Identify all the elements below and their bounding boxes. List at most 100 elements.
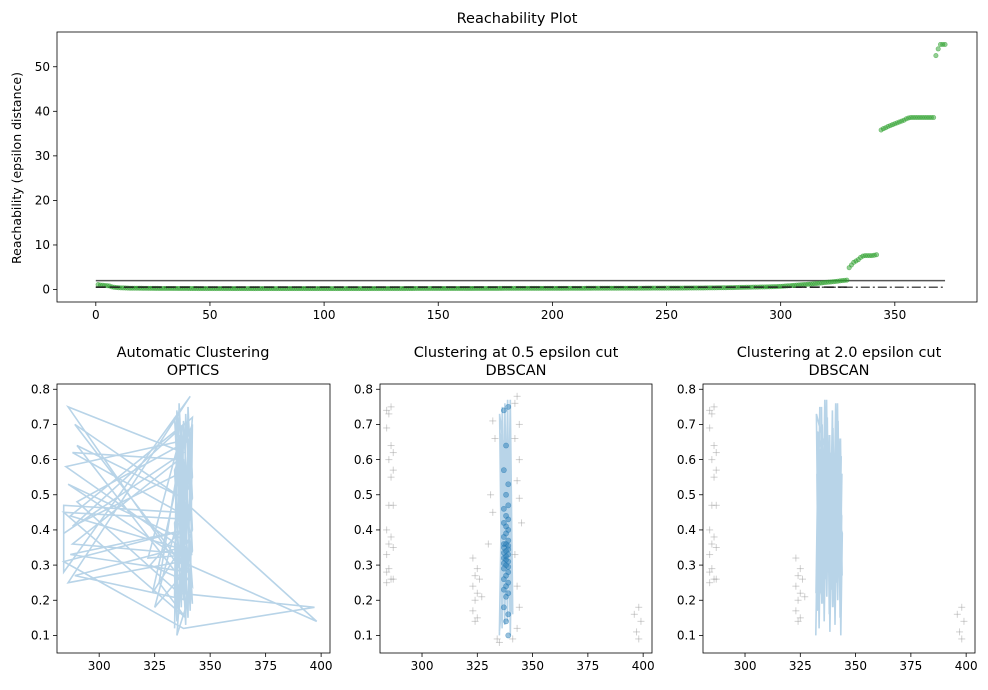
y-tick-label: 0.8 xyxy=(354,382,373,396)
noise-point xyxy=(633,628,641,636)
noise-point xyxy=(385,456,393,464)
noise-point xyxy=(478,593,486,601)
noise-point xyxy=(794,617,802,625)
y-tick-label: 0.7 xyxy=(31,418,50,432)
plot-area xyxy=(383,392,645,646)
noise-point xyxy=(489,417,497,425)
reachability-point xyxy=(935,46,941,52)
cluster-point xyxy=(500,604,507,611)
noise-point xyxy=(712,466,720,474)
noise-point xyxy=(708,501,716,509)
noise-point xyxy=(710,442,718,450)
noise-point xyxy=(511,399,519,407)
noise-point xyxy=(637,617,645,625)
x-tick-label: 200 xyxy=(541,308,564,322)
noise-point xyxy=(511,435,519,443)
y-tick-label: 0.1 xyxy=(677,629,696,643)
x-tick-label: 300 xyxy=(88,659,111,673)
x-tick-label: 300 xyxy=(411,659,434,673)
noise-point xyxy=(515,603,523,611)
optics-subtitle: OPTICS xyxy=(167,363,220,379)
noise-point xyxy=(796,565,804,573)
noise-point xyxy=(383,424,391,432)
noise-point xyxy=(792,554,800,562)
cluster-line xyxy=(815,399,844,636)
x-tick-label: 350 xyxy=(844,659,867,673)
y-tick-label: 50 xyxy=(35,60,50,74)
noise-point xyxy=(489,508,497,516)
noise-point xyxy=(710,473,718,481)
dbscan-20-subtitle: DBSCAN xyxy=(809,363,870,379)
x-tick-label: 375 xyxy=(576,659,599,673)
noise-point xyxy=(794,596,802,604)
noise-point xyxy=(385,540,393,548)
cluster-point xyxy=(505,542,512,549)
noise-point xyxy=(635,603,643,611)
plot-frame xyxy=(702,383,976,654)
noise-point xyxy=(387,575,395,583)
y-tick-label: 0.7 xyxy=(354,418,373,432)
noise-point xyxy=(712,501,720,509)
y-tick-label: 0.4 xyxy=(677,523,696,537)
cluster-point xyxy=(500,576,507,583)
y-tick-label: 0.4 xyxy=(354,523,373,537)
x-tick-label: 400 xyxy=(955,659,978,673)
noise-point xyxy=(792,582,800,590)
noise-point xyxy=(635,635,643,643)
noise-point xyxy=(473,589,481,597)
noise-point xyxy=(706,568,714,576)
noise-point xyxy=(708,456,716,464)
x-tick-label: 100 xyxy=(313,308,336,322)
y-tick-label: 40 xyxy=(35,105,50,119)
noise-point xyxy=(469,607,477,615)
noise-point xyxy=(509,635,517,643)
plot-area xyxy=(95,41,948,292)
reachability-plot: Reachability Plot Reachability (epsilon … xyxy=(9,11,978,322)
noise-point xyxy=(956,628,964,636)
x-tick-label: 325 xyxy=(789,659,812,673)
optics-dense-bundle xyxy=(173,403,194,629)
cluster-point xyxy=(500,467,507,474)
noise-point xyxy=(708,410,716,418)
noise-point xyxy=(513,582,521,590)
reachability-point xyxy=(931,115,937,121)
noise-point xyxy=(706,526,714,534)
noise-point xyxy=(706,424,714,432)
y-tick-label: 0.1 xyxy=(31,629,50,643)
noise-point xyxy=(385,501,393,509)
cluster-point xyxy=(500,505,507,512)
noise-point xyxy=(471,596,479,604)
y-tick-label: 0.8 xyxy=(31,382,50,396)
dbscan-20-title: Clustering at 2.0 epsilon cut xyxy=(737,345,942,361)
plot-frame xyxy=(56,31,978,303)
noise-point xyxy=(511,551,519,559)
cluster-point xyxy=(503,442,509,449)
noise-point xyxy=(385,565,393,573)
noise-point xyxy=(801,593,809,601)
x-tick-label: 375 xyxy=(899,659,922,673)
y-tick-label: 0.1 xyxy=(354,629,373,643)
x-tick-label: 300 xyxy=(734,659,757,673)
cluster-point xyxy=(500,534,507,540)
plot-area xyxy=(61,395,318,636)
noise-point xyxy=(513,392,521,400)
noise-point xyxy=(958,603,966,611)
noise-point xyxy=(708,565,716,573)
noise-point xyxy=(389,501,397,509)
y-tick-label: 0.3 xyxy=(31,558,50,572)
noise-point xyxy=(387,473,395,481)
dbscan-05-title: Clustering at 0.5 epsilon cut xyxy=(414,345,619,361)
noise-point xyxy=(958,635,966,643)
x-tick-label: 325 xyxy=(143,659,166,673)
noise-point xyxy=(712,575,720,583)
noise-point xyxy=(792,607,800,615)
x-tick-label: 375 xyxy=(254,659,277,673)
y-tick-label: 0.2 xyxy=(677,593,696,607)
cluster-point xyxy=(500,586,507,593)
y-tick-label: 20 xyxy=(35,194,50,208)
y-tick-label: 0.8 xyxy=(677,382,696,396)
noise-point xyxy=(493,635,501,643)
x-tick-label: 400 xyxy=(632,659,655,673)
plot-frame xyxy=(56,383,331,654)
optics-cluster-path xyxy=(61,395,318,636)
